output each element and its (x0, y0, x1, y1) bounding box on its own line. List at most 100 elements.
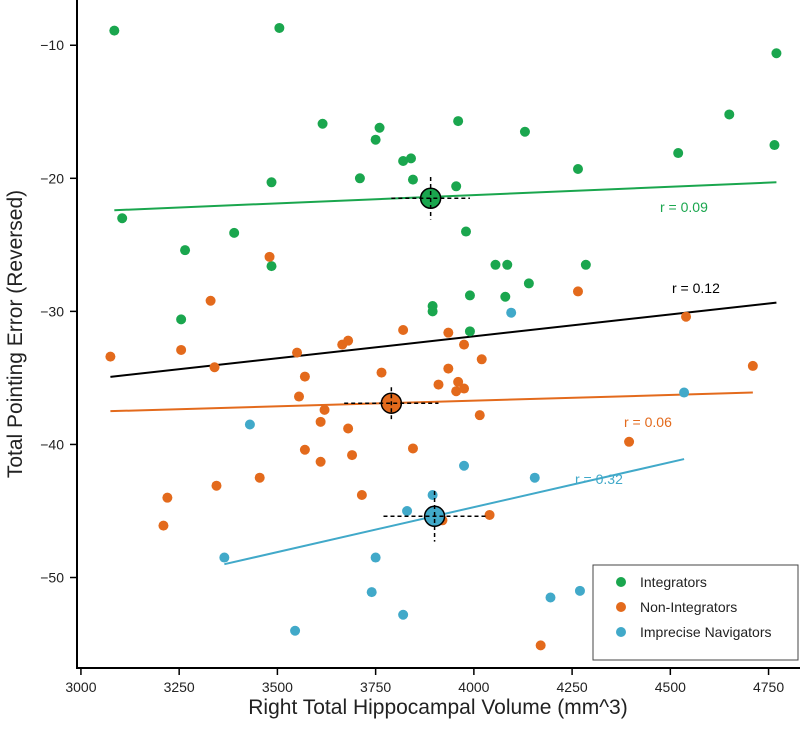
non-integrators-point (158, 520, 169, 531)
non-integrators-point (315, 416, 326, 427)
imprecise-navigators-point (459, 460, 470, 471)
non-integrators-point (451, 386, 462, 397)
legend: Integrators Non-Integrators Imprecise Navi… (592, 564, 799, 661)
integrators-point (266, 177, 277, 188)
imprecise-navigators-point (244, 419, 255, 430)
y-tick-label: −20 (40, 170, 64, 186)
non-integrators-point (453, 376, 464, 387)
x-axis-label: Right Total Hippocampal Volume (mm^3) (248, 696, 627, 719)
integrators-point (464, 326, 475, 337)
non-integrators-regression-line (110, 391, 753, 413)
imprecise-navigators-point (679, 387, 690, 398)
group-mean-markers (344, 176, 486, 542)
non-integrators-point (398, 325, 409, 336)
non-integrators-point (343, 423, 354, 434)
non-integrators-point (624, 436, 635, 447)
non-integrators-point (299, 444, 310, 455)
non-integrators-point (319, 404, 330, 415)
non-integrators-point (747, 360, 758, 371)
imprecise-navigators-point (402, 505, 413, 516)
integrators-point (490, 259, 501, 270)
y-tick-label: −50 (40, 570, 64, 586)
integrators-point (229, 227, 240, 238)
integrators-point (724, 109, 735, 120)
non-integrators-point (459, 339, 470, 350)
y-tick-label: −30 (40, 303, 64, 319)
integrators-legend-label: Integrators (640, 574, 707, 590)
non-integrators-point (294, 391, 305, 402)
non-integrators-point (376, 367, 387, 378)
non-integrators-point (356, 490, 367, 501)
non-integrators-point (337, 339, 348, 350)
non-integrators-point (476, 354, 487, 365)
non-integrators-point (162, 492, 173, 503)
non-integrators-point (205, 295, 216, 306)
x-axis-ticks: 3000 3250 3500 3750 4000 4250 4500 4750 (65, 668, 784, 695)
non-integrators-point (347, 450, 358, 461)
non-integrators-point (474, 410, 485, 421)
x-tick-label: 4250 (557, 679, 588, 695)
legend-box (592, 564, 799, 661)
integrators-point (117, 213, 128, 224)
integrators-point (317, 118, 328, 129)
correlation-labels: r = 0.09 r = 0.06 r = 0.32 r = 0.12 (575, 199, 720, 487)
non-integrators-mean-marker (344, 387, 439, 420)
non-integrators-point (211, 480, 222, 491)
non-integrators-point (459, 383, 470, 394)
non-integrators-point (484, 509, 495, 520)
imprecise-navigators-point (506, 307, 517, 318)
non-integrators-r-label: r = 0.06 (624, 414, 672, 430)
imprecise-navigators-point (290, 625, 301, 636)
non-integrators-point (443, 327, 454, 338)
imprecise-navigators-point (370, 552, 381, 563)
regression-lines (110, 181, 777, 566)
non-integrators-point (254, 472, 265, 483)
non-integrators-point (292, 347, 303, 358)
imprecise-navigators-legend-marker (616, 627, 626, 637)
integrators-point (580, 259, 591, 270)
y-tick-label: −40 (40, 436, 64, 452)
integrators-point (673, 148, 684, 159)
non-integrators-point (315, 456, 326, 467)
x-tick-label: 3750 (360, 679, 391, 695)
y-axis-ticks: −50 −40 −30 −20 −10 (40, 37, 77, 586)
integrators-point (370, 134, 381, 145)
integrators-point (427, 306, 438, 317)
integrators-point (180, 245, 191, 256)
imprecise-navigators-legend-label: Imprecise Navigators (640, 624, 772, 640)
non-integrators-point (681, 311, 692, 322)
integrators-point (176, 314, 187, 325)
integrators-point (461, 226, 472, 237)
x-tick-label: 3500 (262, 679, 293, 695)
non-integrators-point (535, 640, 546, 651)
non-integrators-point (209, 362, 220, 373)
x-tick-label: 3250 (164, 679, 195, 695)
non-integrators-point (433, 379, 444, 390)
integrators-point (407, 174, 418, 185)
integrators-point (274, 22, 285, 33)
x-tick-label: 3000 (65, 679, 96, 695)
axes (76, 0, 800, 669)
x-tick-label: 4750 (753, 679, 784, 695)
integrators-regression-line (114, 181, 777, 212)
imprecise-navigators-point (366, 587, 377, 598)
integrators-point (464, 290, 475, 301)
imprecise-navigators-point (427, 490, 438, 501)
non-integrators-legend-label: Non-Integrators (640, 599, 737, 615)
imprecise-navigators-mean-marker (383, 491, 486, 542)
imprecise-navigators-point (398, 609, 409, 620)
non-integrators-point (176, 344, 187, 355)
non-integrators-legend-marker (616, 602, 626, 612)
imprecise-navigators-regression-line (224, 458, 685, 566)
integrators-r-label: r = 0.09 (660, 199, 708, 215)
imprecise-navigators-point (219, 552, 230, 563)
integrators-point (502, 259, 513, 270)
integrators-point (451, 181, 462, 192)
imprecise-navigators-point (529, 472, 540, 483)
integrators-point (572, 163, 583, 174)
integrators-point (109, 25, 120, 36)
integrators-point (266, 261, 277, 272)
non-integrators-point (105, 351, 116, 362)
integrators-point (769, 140, 780, 151)
